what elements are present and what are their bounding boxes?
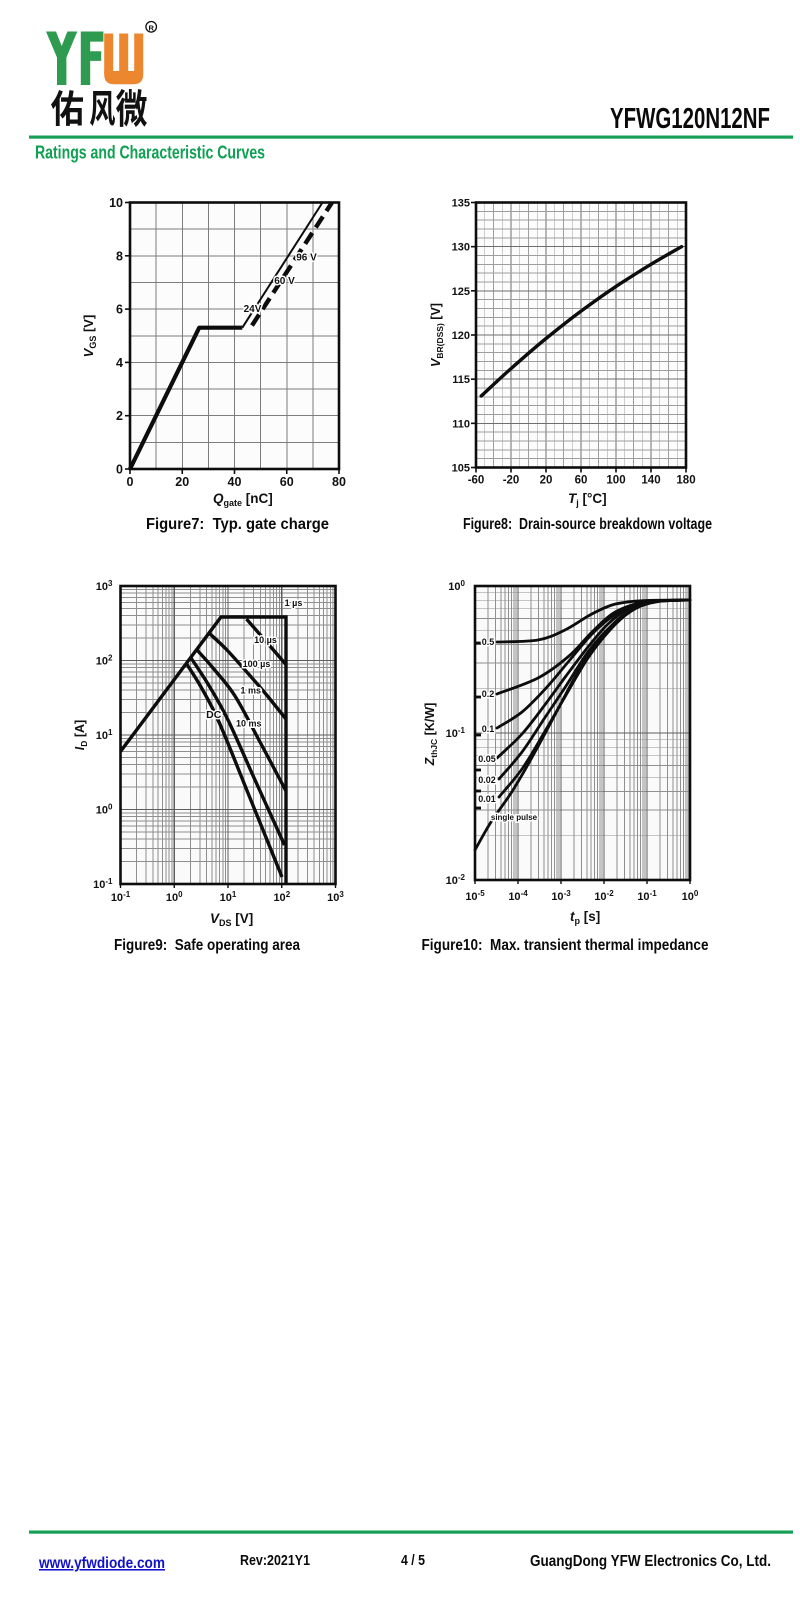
svg-text:180: 180 (676, 475, 695, 487)
svg-text:Figure9: Safe operating area: Figure9: Safe operating area (114, 937, 300, 954)
svg-text:Figure7: Typ. gate charge: Figure7: Typ. gate charge (146, 516, 329, 533)
svg-text:101: 101 (96, 728, 113, 742)
svg-text:0.05: 0.05 (478, 754, 496, 764)
svg-text:0.1: 0.1 (482, 724, 495, 734)
svg-text:10-3: 10-3 (551, 889, 571, 903)
svg-text:100: 100 (448, 579, 465, 593)
svg-text:120: 120 (452, 330, 470, 342)
svg-text:20: 20 (540, 475, 553, 487)
svg-text:www.yfwdiode.com: www.yfwdiode.com (38, 1555, 165, 1572)
svg-text:tp [s]: tp [s] (570, 909, 600, 926)
svg-text:10 µs: 10 µs (254, 635, 277, 645)
svg-text:140: 140 (641, 475, 660, 487)
svg-text:Ratings and Characteristic Cur: Ratings and Characteristic Curves (35, 143, 265, 163)
svg-text:0.02: 0.02 (478, 775, 496, 785)
svg-text:10-1: 10-1 (111, 890, 131, 904)
svg-text:10-5: 10-5 (465, 889, 485, 903)
svg-text:VBR(DSS) [V]: VBR(DSS) [V] (429, 303, 445, 367)
svg-text:10: 10 (109, 196, 123, 210)
svg-text:2: 2 (116, 409, 123, 423)
svg-text:6: 6 (116, 303, 123, 317)
svg-text:0.2: 0.2 (482, 689, 495, 699)
svg-text:100: 100 (606, 475, 625, 487)
svg-text:24V: 24V (244, 304, 262, 315)
svg-text:-20: -20 (503, 475, 520, 487)
svg-text:ZthJC [K/W]: ZthJC [K/W] (423, 703, 439, 767)
svg-text:103: 103 (96, 579, 113, 593)
svg-text:1 µs: 1 µs (285, 598, 303, 608)
svg-text:8: 8 (116, 249, 123, 263)
svg-text:Figure10: Max. transient ther: Figure10: Max. transient thermal impedan… (422, 937, 709, 954)
svg-text:VDS [V]: VDS [V] (210, 911, 253, 928)
svg-text:4 / 5: 4 / 5 (401, 1553, 425, 1569)
svg-text:single pulse: single pulse (491, 813, 538, 822)
svg-text:Rev:2021Y1: Rev:2021Y1 (240, 1553, 310, 1569)
svg-text:102: 102 (273, 890, 290, 904)
svg-text:1 ms: 1 ms (241, 686, 262, 696)
svg-text:Qgate [nC]: Qgate [nC] (213, 491, 273, 508)
svg-text:10-1: 10-1 (637, 889, 657, 903)
svg-text:R: R (148, 23, 154, 32)
svg-text:DC: DC (206, 709, 222, 721)
svg-text:0.01: 0.01 (478, 794, 496, 804)
svg-text:0.5: 0.5 (482, 637, 495, 647)
svg-text:Tj [°C]: Tj [°C] (568, 491, 607, 508)
svg-text:-60: -60 (468, 475, 485, 487)
svg-text:GuangDong YFW Electronics Co,: GuangDong YFW Electronics Co, Ltd. (530, 1553, 771, 1570)
svg-text:Figure8: Drain-source breakdo: Figure8: Drain-source breakdown voltage (463, 516, 712, 533)
svg-text:100: 100 (96, 803, 113, 817)
svg-text:96 V: 96 V (296, 253, 317, 264)
svg-text:60: 60 (575, 475, 588, 487)
svg-text:20: 20 (175, 475, 189, 489)
svg-text:0: 0 (116, 463, 123, 477)
svg-text:ID [A]: ID [A] (73, 720, 89, 750)
svg-text:100: 100 (166, 890, 183, 904)
svg-text:103: 103 (327, 890, 344, 904)
svg-text:60 V: 60 V (274, 276, 295, 287)
svg-text:60: 60 (280, 475, 294, 489)
svg-text:4: 4 (116, 356, 123, 370)
svg-text:80: 80 (332, 475, 346, 489)
svg-text:102: 102 (96, 654, 113, 668)
svg-text:10-2: 10-2 (594, 889, 614, 903)
svg-text:100 µs: 100 µs (243, 659, 271, 669)
svg-text:10-1: 10-1 (446, 726, 466, 740)
svg-text:10-2: 10-2 (446, 873, 466, 887)
svg-text:135: 135 (452, 198, 470, 210)
svg-text:101: 101 (220, 890, 237, 904)
svg-text:130: 130 (452, 242, 470, 254)
svg-text:125: 125 (452, 286, 470, 298)
svg-text:100: 100 (682, 889, 699, 903)
svg-text:VGS [V]: VGS [V] (81, 315, 98, 358)
svg-text:YFWG120N12NF: YFWG120N12NF (610, 103, 770, 135)
svg-text:10-4: 10-4 (508, 889, 528, 903)
svg-text:0: 0 (127, 475, 134, 489)
svg-text:115: 115 (452, 374, 470, 386)
svg-text:10-1: 10-1 (93, 877, 113, 891)
svg-text:10 ms: 10 ms (236, 719, 262, 729)
svg-text:110: 110 (452, 418, 470, 430)
svg-text:105: 105 (452, 463, 470, 475)
svg-text:40: 40 (228, 475, 242, 489)
